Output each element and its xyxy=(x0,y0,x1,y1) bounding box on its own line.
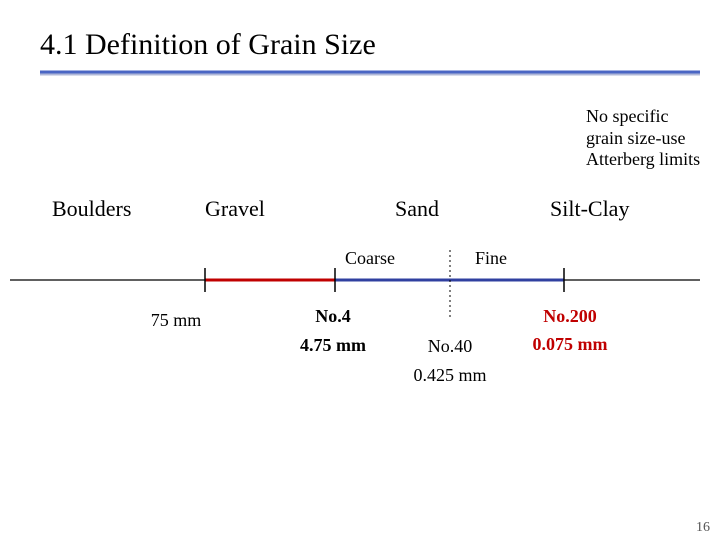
tick-label-no4: No.4 4.75 mm xyxy=(278,306,388,356)
page-number: 16 xyxy=(696,520,710,536)
category-gravel: Gravel xyxy=(205,196,265,222)
tick-sieve: No.200 xyxy=(520,306,620,327)
tick-label-no200: No.200 0.075 mm xyxy=(520,306,620,355)
note-line: No specific xyxy=(586,106,728,128)
atterberg-note: No specific grain size-use Atterberg lim… xyxy=(586,106,728,171)
tick-size: 4.75 mm xyxy=(278,335,388,356)
tick-size: 0.425 mm xyxy=(390,365,510,386)
tick-value: 75 mm xyxy=(136,310,216,331)
slide-title: 4.1 Definition of Grain Size xyxy=(40,28,376,62)
tick-sieve: No.40 xyxy=(390,336,510,357)
category-siltclay: Silt-Clay xyxy=(550,196,629,222)
title-underline xyxy=(40,70,700,74)
category-sand: Sand xyxy=(395,196,439,222)
tick-sieve: No.4 xyxy=(278,306,388,327)
tick-label-no40: No.40 0.425 mm xyxy=(390,336,510,386)
note-line: grain size-use xyxy=(586,128,728,150)
category-boulders: Boulders xyxy=(52,196,131,222)
tick-label-75mm: 75 mm xyxy=(136,310,216,331)
tick-size: 0.075 mm xyxy=(520,335,620,355)
note-line: Atterberg limits xyxy=(586,149,728,171)
